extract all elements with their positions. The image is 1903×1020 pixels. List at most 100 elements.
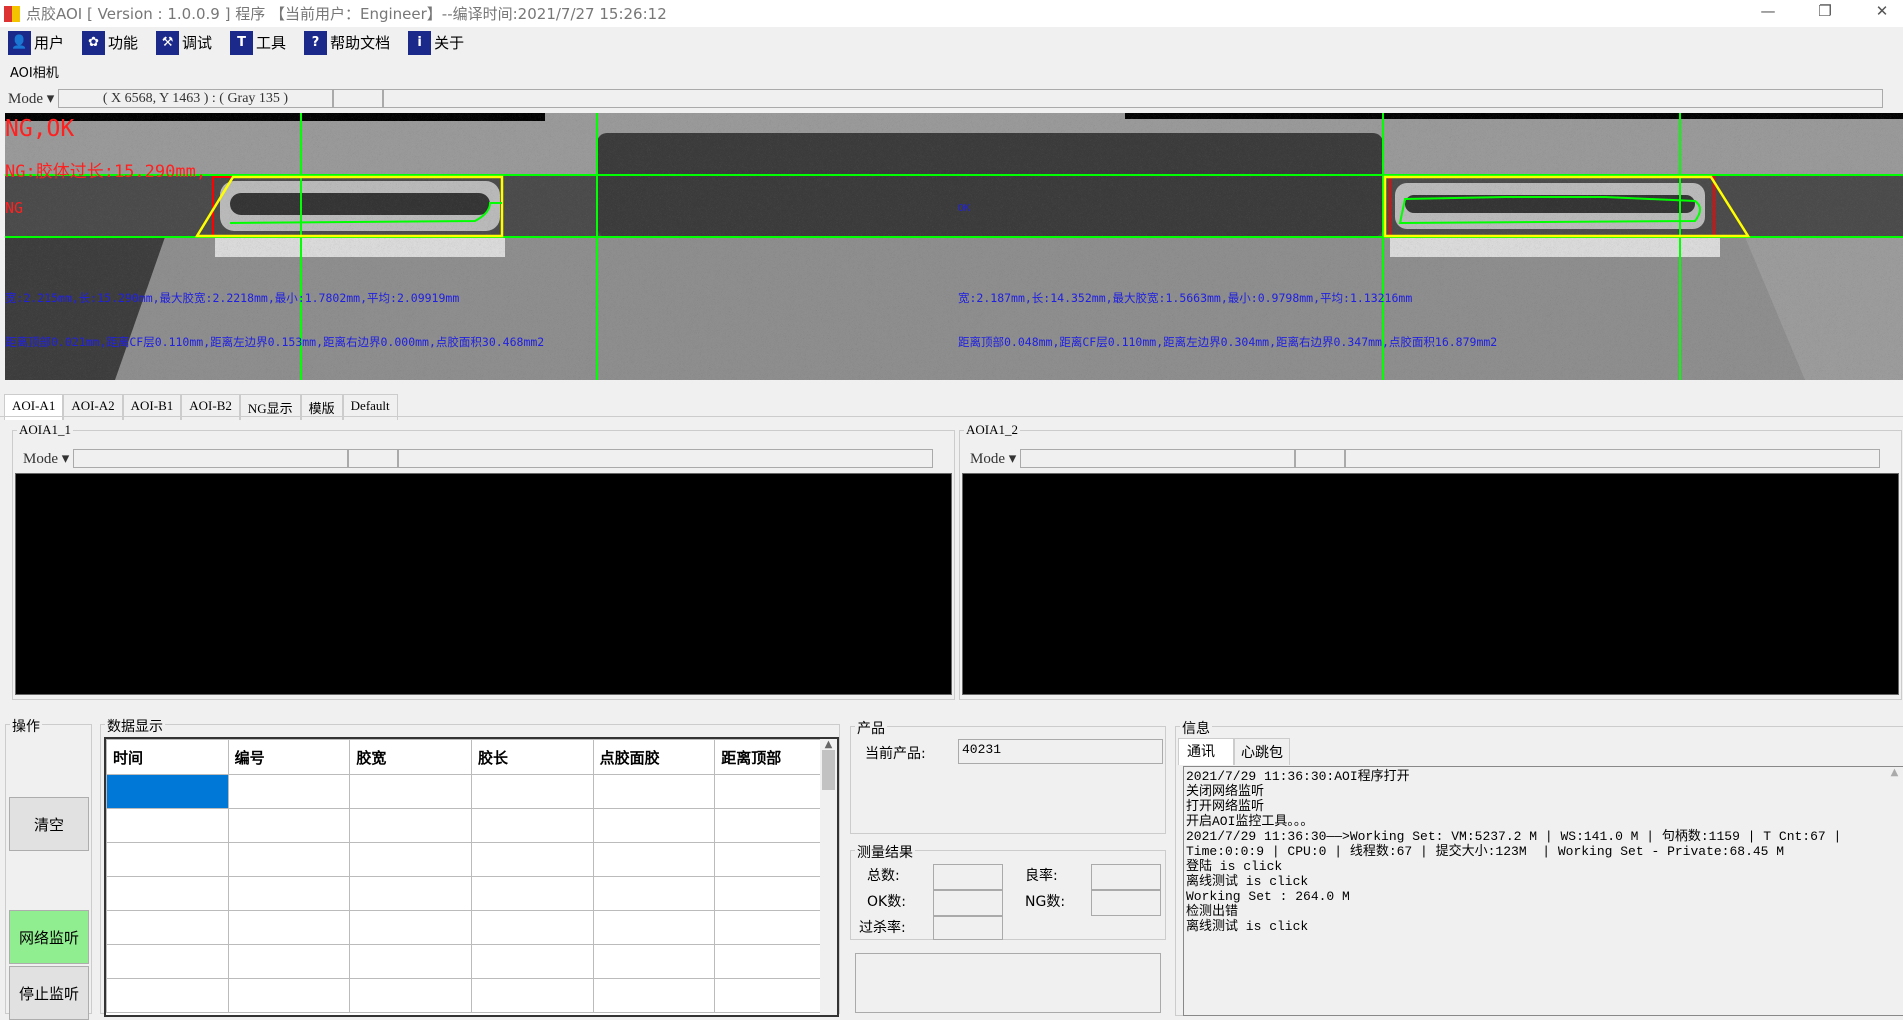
table-cell[interactable]: [349, 808, 472, 843]
table-row[interactable]: [106, 910, 837, 945]
table-cell[interactable]: [227, 876, 351, 911]
stop-listen-button[interactable]: 停止监听: [9, 966, 89, 1020]
view-2-mode-dropdown[interactable]: Mode ▾: [970, 450, 1017, 467]
column-header[interactable]: 距离顶部: [714, 739, 837, 775]
table-cell[interactable]: [714, 808, 837, 843]
minimize-button[interactable]: —: [1760, 2, 1776, 20]
clear-button[interactable]: 清空: [9, 797, 89, 851]
table-row[interactable]: [106, 842, 837, 877]
toolbar-user-button[interactable]: 👤 用户: [8, 30, 64, 55]
toolbar-label: 帮助文档: [330, 34, 391, 52]
table-cell[interactable]: [227, 910, 351, 945]
table-cell[interactable]: [592, 876, 716, 911]
overkill-field: [933, 916, 1003, 940]
roi-right: [1383, 175, 1751, 238]
table-cell[interactable]: [106, 978, 229, 1013]
table-cell[interactable]: [349, 978, 472, 1013]
table-cell[interactable]: [106, 944, 229, 979]
column-header[interactable]: 点胶面胶: [592, 739, 716, 775]
tab-5[interactable]: 模版: [300, 394, 343, 420]
tab-0[interactable]: AOI-A1: [4, 394, 64, 420]
table-cell[interactable]: [592, 842, 716, 877]
table-cell[interactable]: [227, 774, 351, 809]
table-cell[interactable]: [592, 808, 716, 843]
tab-heartbeat[interactable]: 心跳包: [1234, 738, 1290, 765]
table-row[interactable]: [106, 808, 837, 843]
table-cell[interactable]: [714, 774, 837, 809]
close-button[interactable]: ✕: [1875, 2, 1889, 20]
table-cell[interactable]: [470, 774, 594, 809]
toolbar-gear-button[interactable]: ✿ 功能: [82, 30, 138, 55]
table-row[interactable]: [106, 944, 837, 979]
ok-count-field: [933, 890, 1003, 916]
ng-reason-text: NG:胶体过长:15.290mm,: [5, 162, 207, 182]
column-header[interactable]: 胶宽: [349, 739, 472, 775]
network-listen-button[interactable]: 网络监听: [9, 910, 89, 964]
scrollbar-thumb[interactable]: [822, 750, 835, 790]
current-product-field[interactable]: 40231: [958, 739, 1163, 764]
log-line: Time:0:0:9 | CPU:0 | 线程数:67 | 提交大小:123M …: [1186, 844, 1785, 859]
table-cell[interactable]: [592, 978, 716, 1013]
restore-button[interactable]: ❐: [1818, 2, 1832, 20]
data-display-group: 数据显示 时间 编号 胶宽 胶长 点胶面胶 距离顶部 ▲: [100, 716, 840, 1017]
toolbar-help-button[interactable]: ? 帮助文档: [304, 30, 391, 55]
toolbar-info-button[interactable]: i 关于: [408, 30, 464, 55]
tab-3[interactable]: AOI-B2: [181, 394, 240, 420]
data-grid[interactable]: 时间 编号 胶宽 胶长 点胶面胶 距离顶部 ▲: [104, 737, 839, 1017]
table-cell[interactable]: [106, 876, 229, 911]
table-cell[interactable]: [106, 910, 229, 945]
table-cell[interactable]: [470, 876, 594, 911]
table-cell[interactable]: [349, 876, 472, 911]
table-cell[interactable]: [714, 910, 837, 945]
tab-1[interactable]: AOI-A2: [63, 394, 123, 420]
table-row[interactable]: [106, 876, 837, 911]
info-icon: i: [408, 30, 432, 55]
column-header[interactable]: 胶长: [470, 739, 594, 775]
table-cell[interactable]: [714, 944, 837, 979]
toolbar-hammer-button[interactable]: T 工具: [230, 30, 286, 55]
result-panel: [855, 953, 1161, 1013]
table-cell[interactable]: [227, 808, 351, 843]
table-cell[interactable]: [470, 808, 594, 843]
log-scrollbar[interactable]: ▲: [1890, 767, 1899, 778]
tab-6[interactable]: Default: [342, 394, 398, 420]
tab-2[interactable]: AOI-B1: [122, 394, 182, 420]
table-cell[interactable]: [106, 842, 229, 877]
table-cell[interactable]: [349, 774, 472, 809]
table-cell[interactable]: [349, 842, 472, 877]
table-cell[interactable]: [227, 944, 351, 979]
vertical-scrollbar[interactable]: ▲: [820, 739, 837, 1015]
camera-image[interactable]: NG,OK NG:胶体过长:15.290mm, NG OK 宽:2.215mm,…: [5, 113, 1903, 380]
table-cell[interactable]: [227, 978, 351, 1013]
column-header[interactable]: 编号: [227, 739, 351, 775]
log-line: 登陆 is click: [1186, 859, 1283, 874]
table-cell[interactable]: [227, 842, 351, 877]
table-cell[interactable]: [714, 842, 837, 877]
table-cell[interactable]: [106, 808, 229, 843]
table-cell[interactable]: [592, 910, 716, 945]
tab-communication[interactable]: 通讯: [1178, 738, 1234, 765]
log-box[interactable]: 2021/7/29 11:36:30:AOI程序打开 关闭网络监听 打开网络监听 开启…: [1183, 766, 1903, 1016]
log-line: 检测出错: [1186, 904, 1239, 919]
table-row[interactable]: [106, 978, 837, 1013]
table-cell[interactable]: [470, 842, 594, 877]
table-cell[interactable]: [470, 978, 594, 1013]
mode-dropdown[interactable]: Mode ▾: [8, 90, 55, 107]
gear-icon: ✿: [82, 30, 106, 55]
tab-4[interactable]: NG显示: [239, 394, 301, 420]
table-row[interactable]: [106, 774, 837, 809]
table-cell[interactable]: [470, 910, 594, 945]
table-cell[interactable]: [592, 774, 716, 809]
view-1-canvas[interactable]: [15, 473, 952, 695]
column-header[interactable]: 时间: [106, 739, 229, 775]
table-cell[interactable]: [714, 876, 837, 911]
table-cell[interactable]: [349, 944, 472, 979]
toolbar-debug-button[interactable]: ⚒ 调试: [156, 30, 212, 55]
table-cell[interactable]: [106, 774, 229, 809]
table-cell[interactable]: [592, 944, 716, 979]
table-cell[interactable]: [470, 944, 594, 979]
table-cell[interactable]: [714, 978, 837, 1013]
view-2-canvas[interactable]: [962, 473, 1899, 695]
table-cell[interactable]: [349, 910, 472, 945]
view-1-mode-dropdown[interactable]: Mode ▾: [23, 450, 70, 467]
